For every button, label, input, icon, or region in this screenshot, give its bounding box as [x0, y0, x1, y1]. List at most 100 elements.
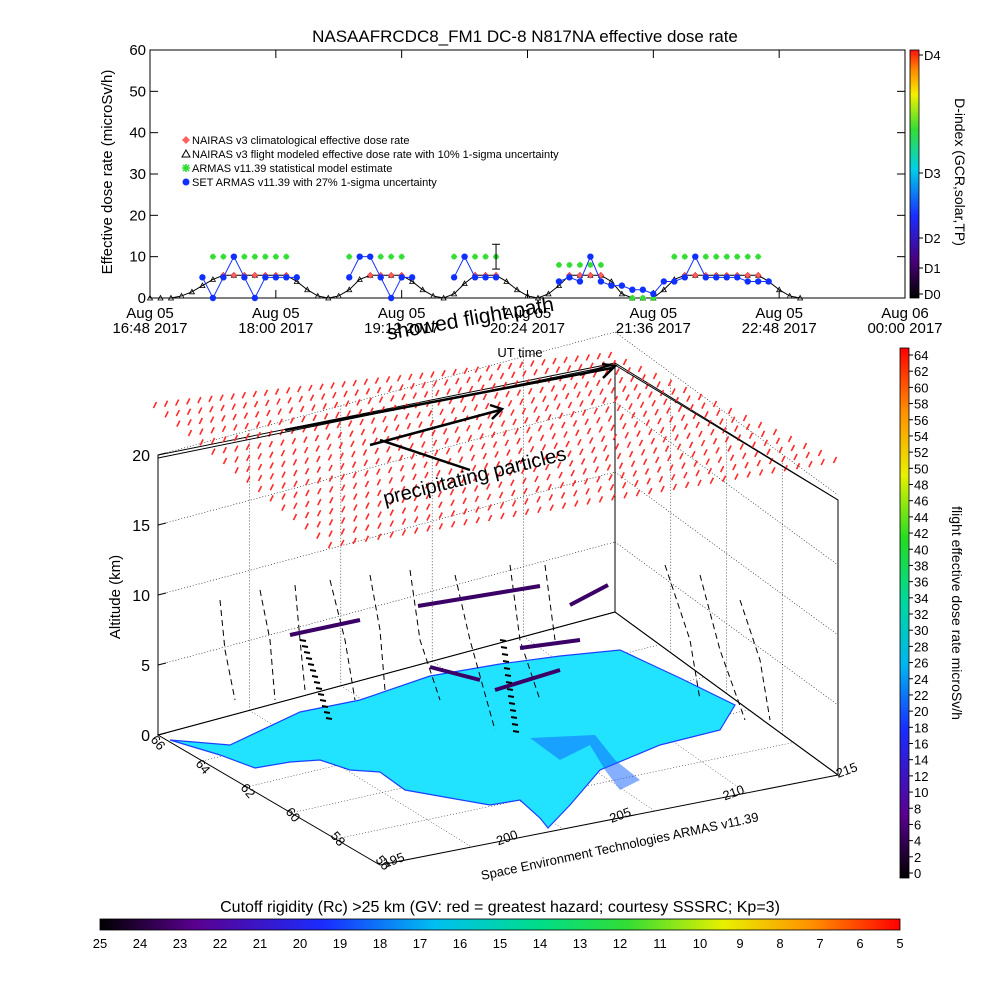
particle-mark: [441, 369, 446, 377]
particle-mark: [630, 375, 635, 383]
particle-mark: [596, 379, 601, 387]
particle-mark: [549, 504, 554, 512]
particle-mark: [457, 446, 463, 453]
altitude-axis-ticks: 0 5 10 15 20: [132, 448, 167, 745]
particle-mark: [682, 386, 688, 394]
top-y-axis-label: Effective dose rate (microSv/h): [99, 70, 116, 275]
particle-mark: [305, 500, 310, 508]
particle-mark: [746, 471, 751, 478]
particle-mark: [602, 444, 608, 452]
particle-mark: [584, 418, 589, 426]
particle-mark: [469, 444, 474, 452]
particle-mark: [573, 382, 578, 390]
dose-tick-label: 50: [914, 461, 928, 476]
particle-mark: [353, 493, 358, 500]
x-tick-label-date: Aug 06: [881, 305, 929, 322]
particle-mark: [584, 477, 589, 485]
descent-marker: [301, 645, 309, 648]
particle-mark: [246, 465, 251, 473]
particle-mark: [304, 457, 309, 464]
particle-mark: [667, 454, 672, 462]
particle-mark: [197, 407, 203, 414]
modeled-point: [775, 286, 783, 293]
particle-mark: [631, 411, 636, 419]
particle-mark: [754, 450, 759, 458]
set-armas-point: [283, 274, 290, 281]
particle-mark: [553, 442, 558, 450]
climatological-point: [587, 271, 594, 279]
particle-mark: [416, 411, 421, 419]
cutoff-tick-label: 21: [253, 936, 267, 951]
particle-mark: [541, 444, 547, 451]
particle-mark: [163, 400, 169, 408]
x-tick-label-date: Aug 05: [504, 305, 552, 322]
particle-mark: [705, 458, 710, 466]
y-tick-label: 20: [129, 207, 146, 224]
particle-mark: [387, 456, 392, 463]
particle-mark: [544, 367, 549, 375]
dindex-colorbar: [909, 49, 920, 299]
particle-mark: [257, 463, 263, 471]
particle-mark: [598, 496, 604, 503]
particle-mark: [820, 458, 825, 466]
particle-mark: [552, 357, 557, 365]
particle-mark: [279, 428, 284, 436]
particle-mark: [592, 370, 598, 378]
particle-mark: [319, 383, 324, 391]
particle-mark: [608, 473, 613, 481]
particle-mark: [532, 465, 538, 473]
particle-mark: [561, 421, 566, 429]
particle-mark: [481, 442, 486, 450]
particle-mark: [622, 358, 628, 366]
armas-point: [272, 253, 279, 260]
armas-point: [734, 253, 741, 260]
particle-mark: [618, 462, 624, 469]
descent-marker: [499, 639, 507, 642]
particle-mark: [719, 465, 725, 473]
particle-mark: [246, 476, 251, 484]
modeled-point: [786, 292, 793, 299]
particle-mark: [640, 448, 646, 456]
dose-tick-label: 8: [914, 801, 921, 816]
particle-mark: [393, 414, 399, 422]
cutoff-tick-label: 16: [453, 936, 467, 951]
set-armas-point: [251, 294, 259, 302]
particle-mark: [439, 408, 444, 416]
particle-mark: [316, 476, 322, 484]
particle-mark: [483, 462, 489, 470]
particle-mark: [209, 416, 215, 424]
particle-mark: [450, 520, 456, 528]
particle-mark: [470, 454, 476, 462]
particle-mark: [347, 420, 353, 427]
particle-mark: [327, 541, 333, 549]
particle-mark: [600, 435, 606, 443]
particle-mark: [507, 362, 513, 370]
particle-mark: [175, 409, 181, 417]
particle-mark: [186, 408, 192, 416]
descent-marker: [305, 657, 313, 660]
set-armas-point: [597, 278, 605, 285]
y-tick-label: 30: [129, 166, 146, 183]
set-armas-point: [199, 274, 206, 281]
dose-tick-label: 34: [914, 591, 928, 606]
particle-mark: [571, 479, 577, 487]
particle-mark: [474, 366, 480, 373]
particle-mark: [701, 402, 706, 409]
dose-tick-label: 26: [914, 656, 928, 671]
particle-mark: [507, 399, 513, 407]
particle-mark: [489, 421, 494, 429]
particle-mark: [485, 402, 490, 410]
dose-tick-label: 28: [914, 639, 928, 654]
dose-colorbar: [899, 347, 910, 879]
particle-mark: [377, 500, 382, 508]
dose-tick-label: 4: [914, 834, 921, 849]
particle-mark: [356, 398, 361, 406]
modeled-point: [408, 278, 416, 284]
particle-mark: [625, 394, 630, 401]
particle-mark: [686, 395, 691, 402]
particle-mark: [510, 371, 516, 379]
particle-mark: [316, 509, 322, 517]
particle-mark: [504, 439, 510, 447]
particle-mark: [766, 448, 771, 456]
dose-tick-label: 2: [914, 850, 921, 865]
